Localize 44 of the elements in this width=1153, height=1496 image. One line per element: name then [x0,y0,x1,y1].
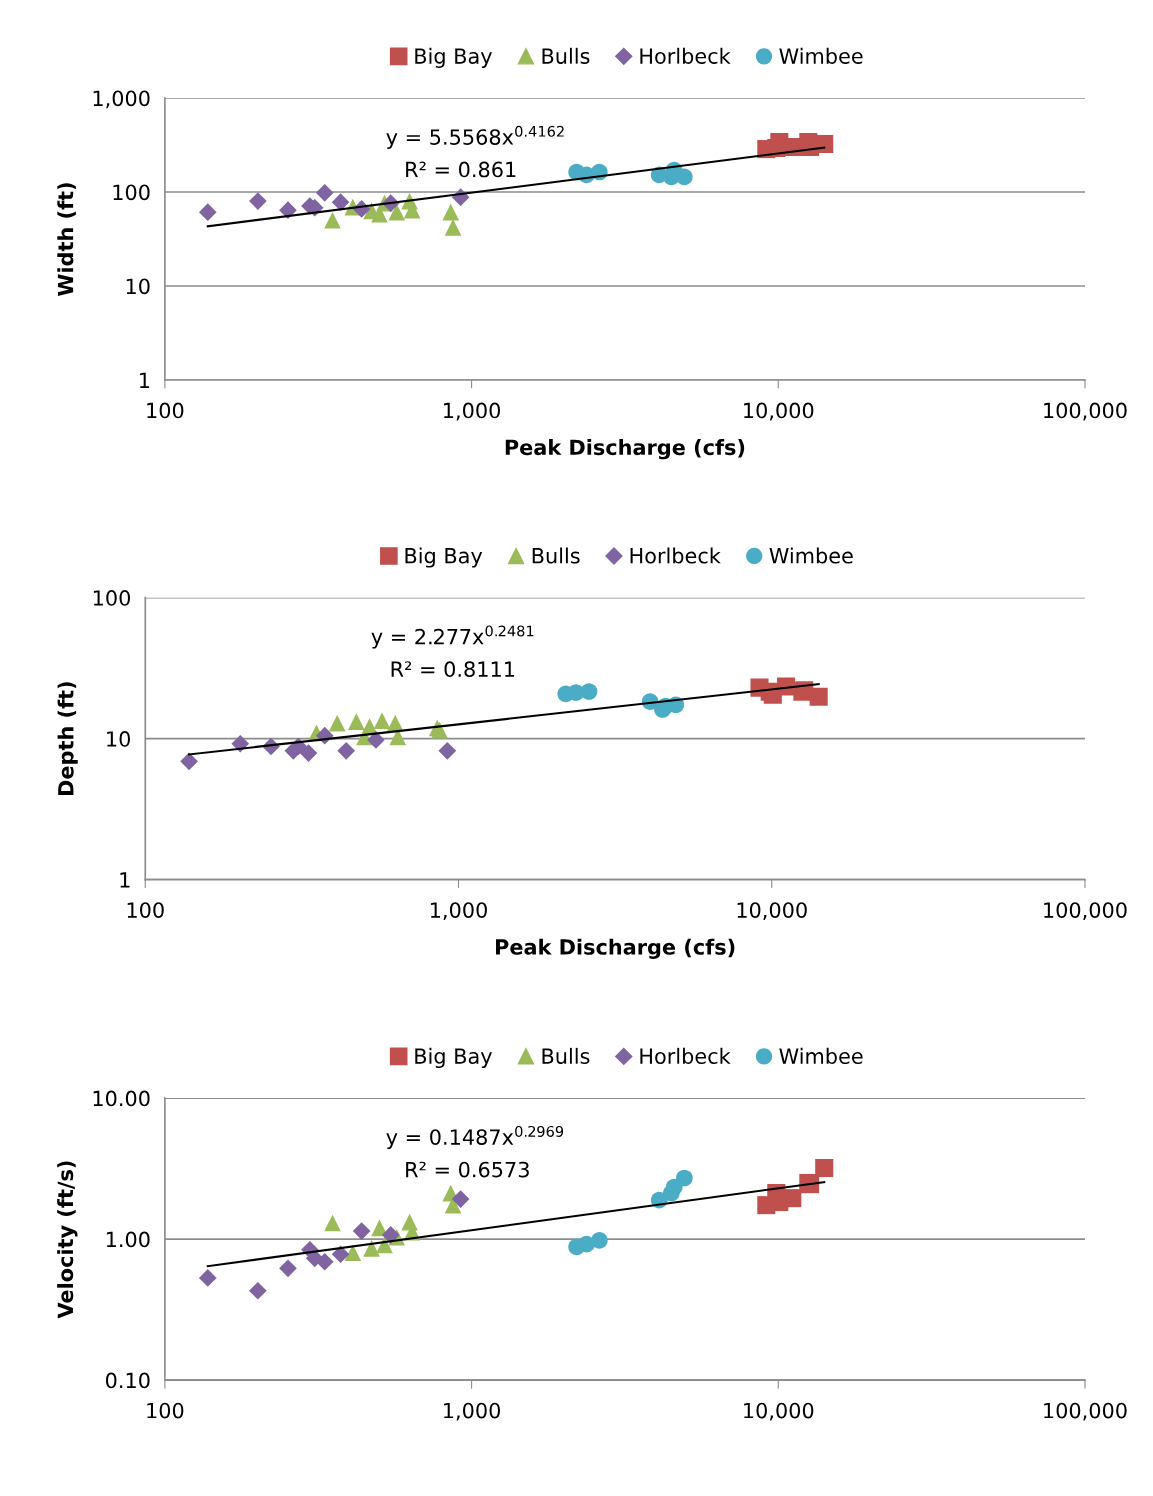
y-tick-label: 10 [126,278,150,295]
x-tick-label: 100 [147,1402,184,1419]
x-tick-label: 10,000 [744,402,814,421]
x-tick-label: 100,000 [1044,402,1127,421]
y-tick-label: 1.00 [106,1231,150,1248]
legend-label: Wimbee [769,547,853,564]
legend-label: Wimbee [779,1047,863,1064]
legend-label: Bulls [532,547,580,564]
y-tick-label: 1,000 [93,90,150,109]
x-tick-label: 1,000 [444,1402,501,1421]
annotation: y = 2.277x$^{0.2481}$ [371,625,534,649]
y-axis-title: Width (ft) [57,183,76,296]
x-tick-label: 1,000 [444,402,501,421]
annotation: y = 5.5568x$^{0.4162}$ [386,125,564,149]
legend-label: Big Bay [415,1047,492,1069]
y-tick-label: 10 [107,731,131,747]
legend-label: Horlbeck [640,1047,731,1064]
x-tick-label: 10,000 [744,1402,814,1421]
annotation: R² = 0.861 [406,161,516,178]
y-axis-title: Velocity (ft/s) [57,1161,78,1319]
y-axis-title: Depth (ft) [57,682,78,795]
y-tick-label: 1 [140,372,150,388]
x-tick-label: 1,000 [430,902,487,921]
legend-label: Bulls [542,1047,590,1064]
x-tick-label: 100,000 [1044,1402,1127,1421]
x-tick-label: 10,000 [737,902,807,921]
y-tick-label: 1 [120,872,130,888]
y-tick-label: 100 [113,184,150,201]
x-tick-label: 100,000 [1044,902,1127,921]
y-tick-label: 100 [93,590,130,606]
legend-label: Horlbeck [630,547,721,564]
legend-label: Horlbeck [640,47,731,64]
annotation: R² = 0.8111 [391,661,515,678]
legend-label: Bulls [542,47,590,64]
legend-label: Big Bay [405,547,483,568]
x-axis-title: Peak Discharge (cfs) [505,439,745,460]
y-tick-label: 10.00 [93,1090,150,1107]
annotation: R² = 0.6573 [406,1161,529,1178]
legend-label: Wimbee [779,47,863,64]
x-axis-title: Peak Discharge (cfs) [496,938,735,960]
x-tick-label: 100 [147,402,184,419]
y-tick-label: 0.10 [105,1372,150,1389]
legend-label: Big Bay [415,47,492,68]
annotation: y = 0.1487x$^{0.2969}$ [386,1125,564,1150]
